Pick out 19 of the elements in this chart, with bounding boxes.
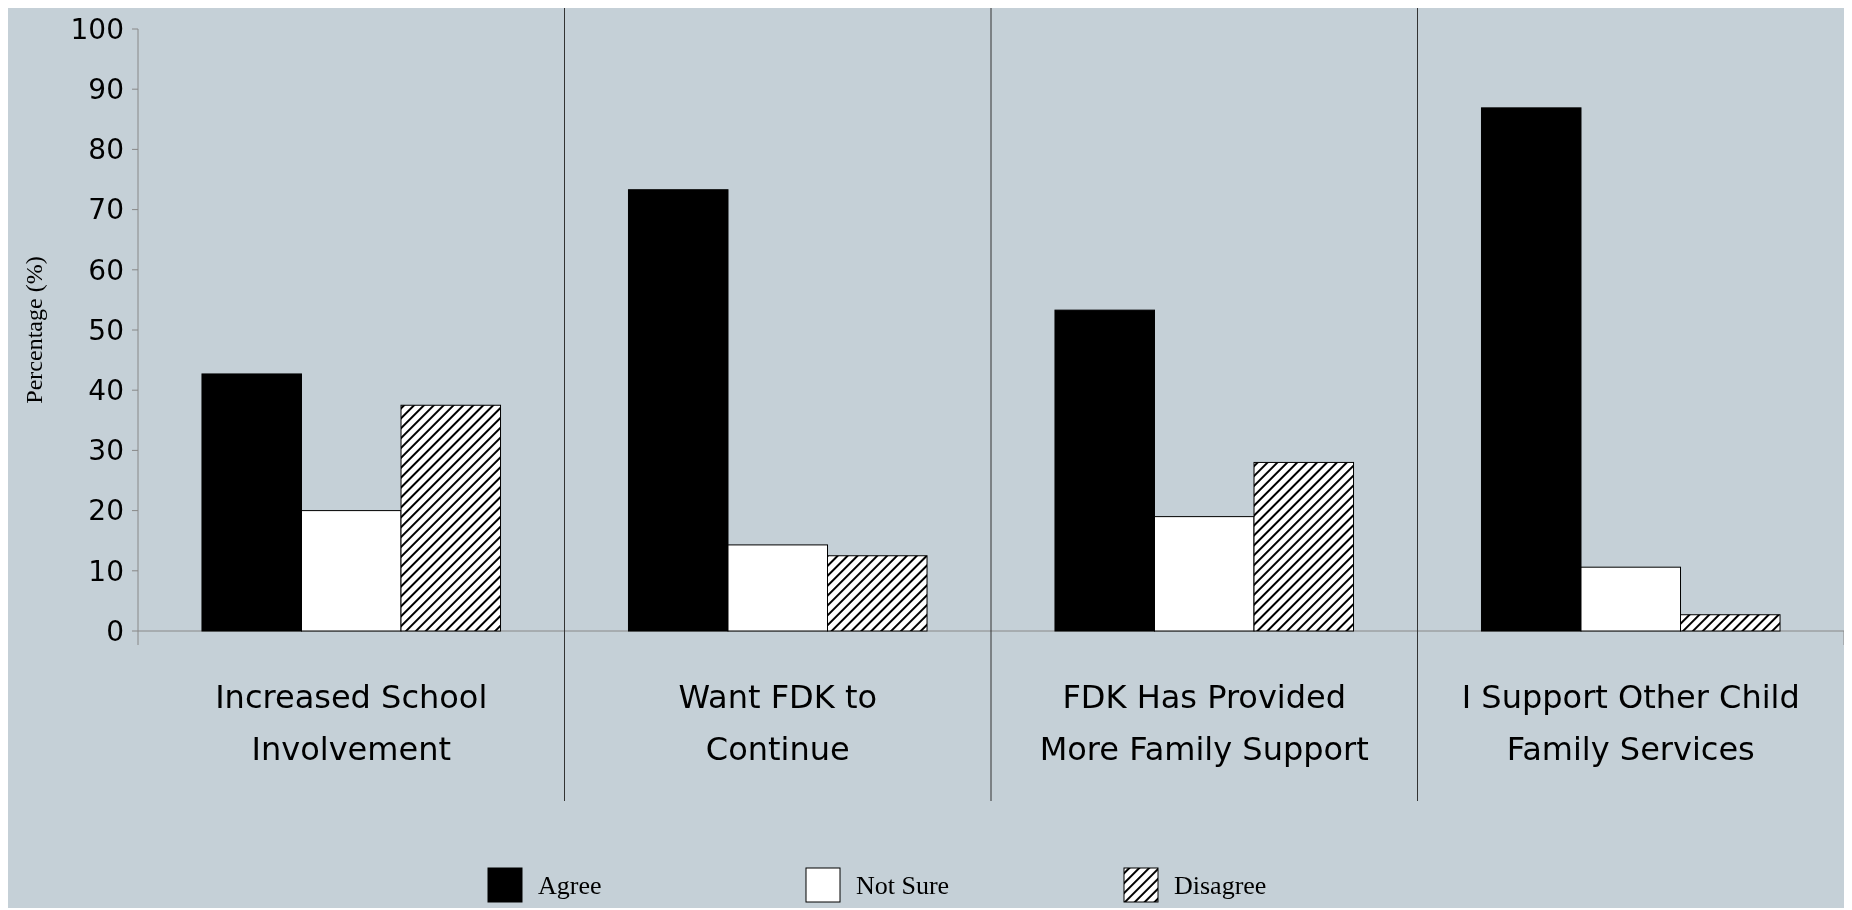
x-tick-label: FDK Has Provided More Family Support [1039,678,1369,768]
y-tick-label: 70 [88,193,124,227]
legend-label: Disagree [1174,871,1267,900]
y-tick-label: 50 [88,313,124,347]
y-axis-title: Percentage (%) [21,256,47,404]
x-tick-label: Want FDK to Continue [678,678,878,768]
legend-label: Not Sure [856,871,950,900]
legend-label: Agree [538,871,602,900]
y-tick-label: 30 [88,434,124,468]
y-tick-label: 90 [88,73,124,106]
x-tick-label: I Support Other Child Family Services [1461,678,1800,768]
y-tick-label: 60 [88,253,124,287]
y-tick-label: 10 [88,554,124,588]
y-tick-label: 80 [88,133,124,167]
y-tick-label: 40 [88,374,124,407]
y-tick-label: 20 [88,494,124,528]
x-tick-label: Increased School Involvement [215,678,488,768]
y-tick-label: 100 [70,12,124,46]
y-tick-label: 0 [106,614,124,648]
